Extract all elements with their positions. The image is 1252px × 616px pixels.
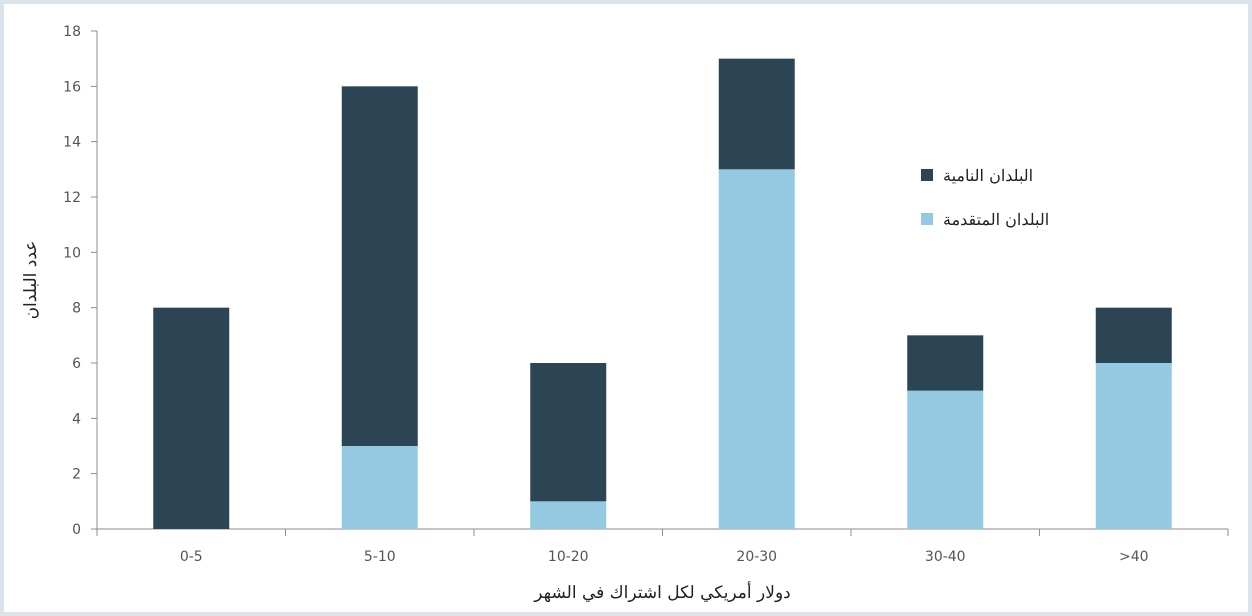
- legend-swatch: [921, 213, 933, 225]
- bar-segment-developed: [718, 169, 795, 530]
- legend-label: البلدان النامية: [943, 166, 1033, 185]
- bar-segment-developing: [1095, 307, 1172, 363]
- bar-segment-developed: [341, 446, 418, 529]
- bar-segment-developed: [907, 390, 984, 529]
- x-axis: 0-5 5-10 10-20 20-30 30-40 >40: [96, 528, 1229, 565]
- bar-segment-developing: [718, 58, 795, 170]
- bar-segment-developing: [530, 363, 607, 502]
- legend: البلدان النامية البلدان المتقدمة: [921, 166, 1049, 229]
- y-tick-label: 0: [72, 522, 81, 538]
- bar-segment-developed: [530, 501, 607, 529]
- legend-label: البلدان المتقدمة: [943, 210, 1049, 229]
- y-tick-label: 2: [72, 467, 81, 483]
- x-tick-label: 5-10: [364, 549, 396, 565]
- y-axis-title: عدد البلدان: [21, 241, 41, 320]
- bar-segment-developing: [907, 335, 984, 391]
- x-tick-label: 0-5: [180, 549, 203, 565]
- y-tick-label: 18: [63, 24, 81, 40]
- bars: [153, 58, 1172, 530]
- y-tick-label: 12: [63, 190, 81, 206]
- x-tick-label: 20-30: [736, 549, 777, 565]
- bar-segment-developing: [341, 86, 418, 446]
- x-tick-label: 30-40: [925, 549, 966, 565]
- y-tick-label: 6: [72, 356, 81, 372]
- y-tick-label: 16: [63, 79, 81, 95]
- legend-swatch: [921, 169, 933, 181]
- bar-segment-developed: [1095, 363, 1172, 529]
- y-tick-label: 4: [72, 411, 81, 427]
- x-axis-title: دولار أمريكي لكل اشتراك في الشهر: [533, 581, 790, 603]
- y-axis: 0 2 4 6 8 10 12 14 16 18: [63, 24, 98, 538]
- x-tick-label: >40: [1119, 549, 1149, 565]
- x-tick-label: 10-20: [548, 549, 589, 565]
- y-tick-label: 14: [63, 135, 81, 151]
- y-tick-label: 8: [72, 301, 81, 317]
- bar-segment-developing: [153, 307, 230, 529]
- y-tick-label: 10: [63, 245, 81, 261]
